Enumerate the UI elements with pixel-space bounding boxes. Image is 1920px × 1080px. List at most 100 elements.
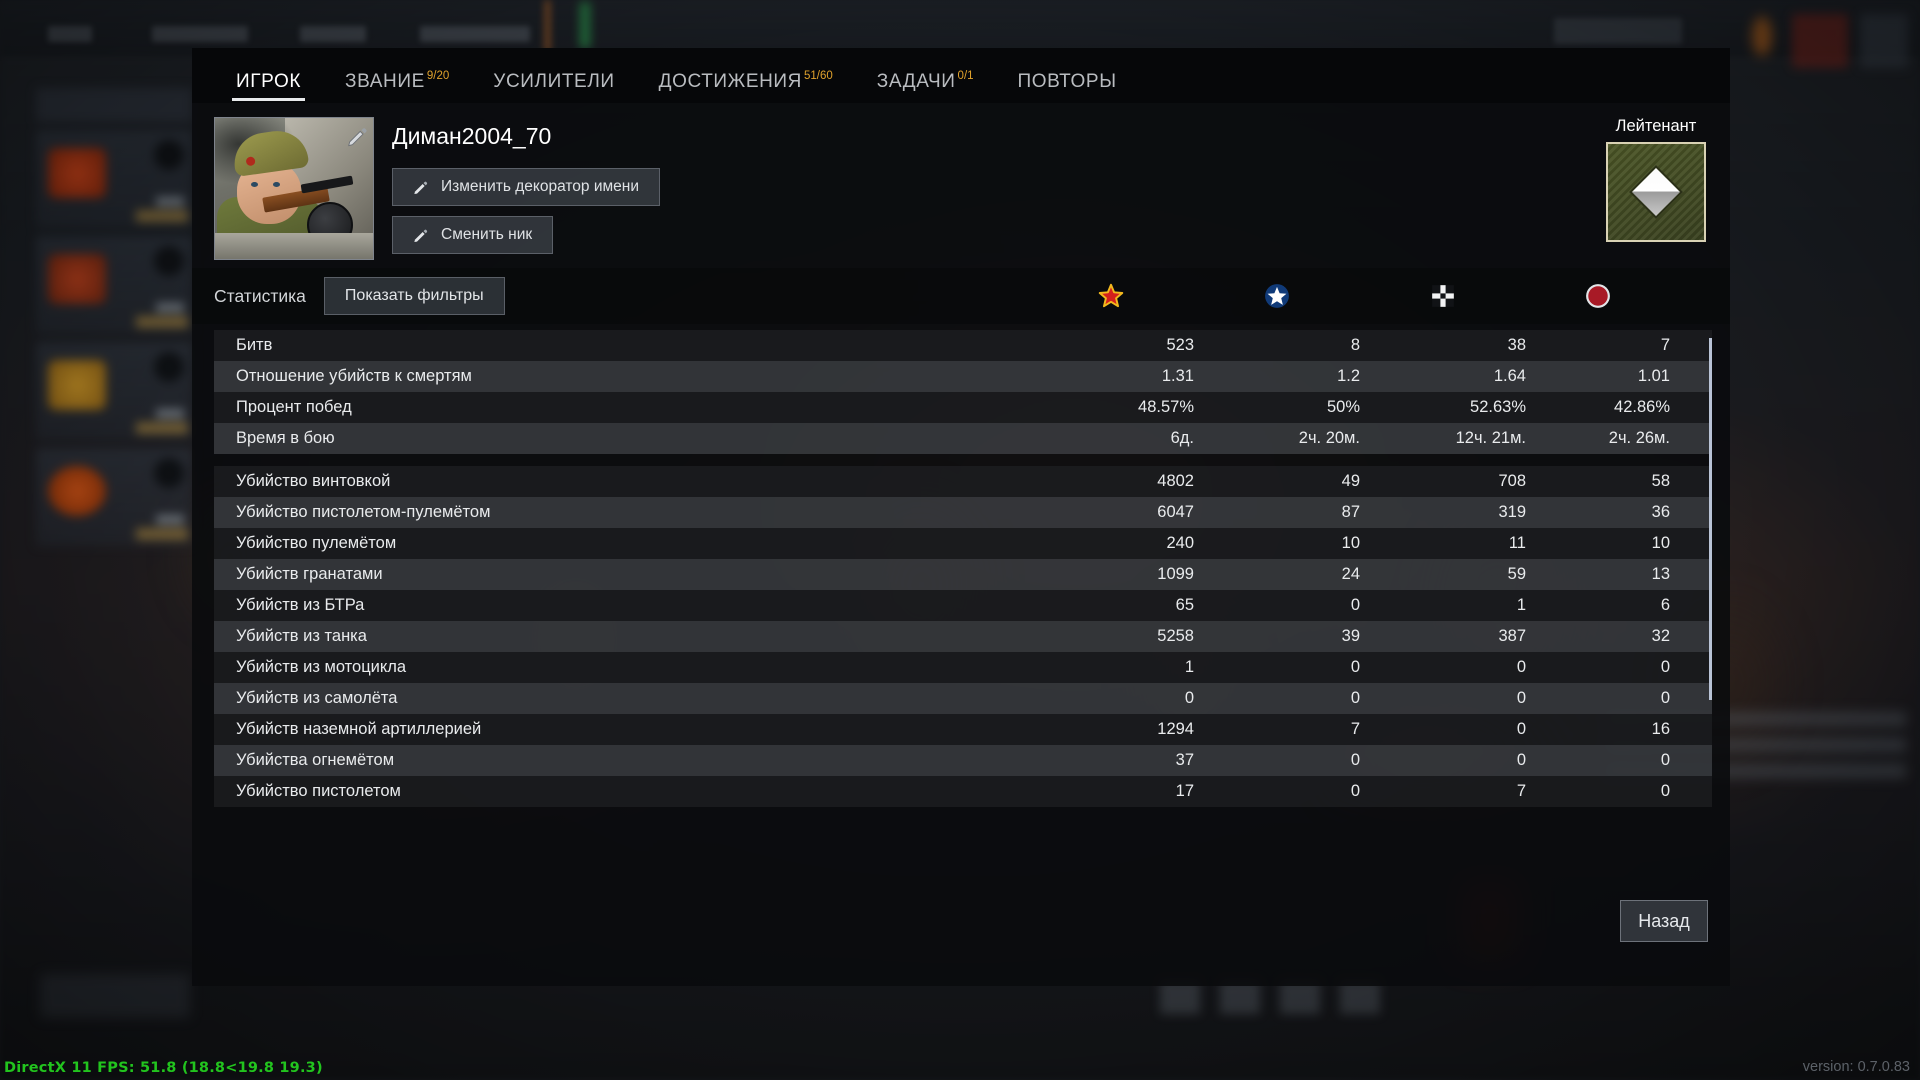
table-row: Убийств из мотоцикла 1 0 0 0 [214,652,1712,683]
tab-label: ЗАДАЧИ [876,71,956,92]
cell-usa: 10 [1341,534,1360,552]
tab-counter: 51/60 [804,70,833,82]
row-label: Убийство пистолетом-пулемётом [236,503,491,521]
cell-germany: 0 [1516,658,1526,676]
tab-label: УСИЛИТЕЛИ [493,71,615,92]
cell-usa: 39 [1341,627,1360,645]
row-label: Битв [236,336,273,354]
cell-japan: 36 [1651,503,1670,521]
cell-germany: 52.63% [1470,398,1526,416]
player-profile-panel: ИГРОК ЗВАНИЕ 9/20 УСИЛИТЕЛИ ДОСТИЖЕНИЯ 51/… [192,48,1730,986]
cell-germany: 59 [1507,565,1526,583]
tab-tasks[interactable]: ЗАДАЧИ 0/1 [855,48,996,103]
cell-ussr: 1.31 [1161,367,1194,385]
change-nickname-button[interactable]: Сменить ник [392,216,554,254]
avatar[interactable] [214,117,374,260]
cell-ussr: 1 [1184,658,1194,676]
cell-ussr: 523 [1166,336,1194,354]
button-label: Показать фильтры [344,287,484,304]
cell-japan: 13 [1651,565,1670,583]
cell-usa: 0 [1350,596,1360,614]
soviet-star-icon [1098,283,1124,308]
cell-japan: 16 [1651,720,1670,738]
tab-label: ПОВТОРЫ [1017,71,1117,92]
table-row: Убийств гранатами 1099 24 59 13 [214,559,1712,590]
column-header-germany[interactable] [1360,283,1526,309]
cell-ussr: 240 [1166,534,1194,552]
cell-japan: 10 [1651,534,1670,552]
panel-footer: Назад [192,878,1730,986]
table-row: Убийств из танка 5258 39 387 32 [214,621,1712,652]
row-label: Убийств из самолёта [236,689,398,707]
row-label: Убийств наземной артиллерией [236,720,482,738]
row-label: Убийство винтовкой [236,472,391,490]
change-name-decorator-button[interactable]: Изменить декоратор имени [392,168,660,206]
cell-japan: 1.01 [1637,367,1670,385]
cell-germany: 0 [1516,689,1526,707]
row-label: Убийств гранатами [236,565,383,583]
tab-boosters[interactable]: УСИЛИТЕЛИ [471,48,636,103]
cell-usa: 0 [1350,751,1360,769]
kills-stats-table: Убийство винтовкой 4802 49 708 58 Убийст… [214,466,1712,807]
tab-label: ДОСТИЖЕНИЯ [658,71,802,92]
version-label: version: 0.7.0.83 [1802,1059,1910,1075]
cell-ussr: 17 [1175,782,1194,800]
cell-japan: 6 [1660,596,1670,614]
cell-usa: 0 [1350,782,1360,800]
row-label: Убийств из БТРа [236,596,365,614]
column-header-usa[interactable] [1194,283,1360,309]
table-row: Битв 523 8 38 7 [214,330,1712,361]
table-row: Убийств из самолёта 0 0 0 0 [214,683,1712,714]
cell-ussr: 48.57% [1138,398,1194,416]
statistics-header: Статистика Показать фильтры [192,268,1730,324]
cell-usa: 24 [1341,565,1360,583]
tab-label: ИГРОК [236,71,302,92]
cell-germany: 387 [1498,627,1526,645]
tab-replays[interactable]: ПОВТОРЫ [996,48,1139,103]
cell-japan: 0 [1660,658,1670,676]
button-label: Назад [1638,910,1690,931]
statistics-label: Статистика [214,285,306,306]
tab-label: ЗВАНИЕ [345,71,425,92]
table-row: Убийства огнемётом 37 0 0 0 [214,745,1712,776]
row-label: Убийство пулемётом [236,534,397,552]
cell-germany: 319 [1498,503,1526,521]
tab-rank[interactable]: ЗВАНИЕ 9/20 [323,48,471,103]
row-label: Время в бою [236,429,335,447]
cell-germany: 38 [1507,336,1526,354]
table-row: Убийство пистолетом-пулемётом 6047 87 31… [214,497,1712,528]
show-filters-button[interactable]: Показать фильтры [323,277,505,315]
row-label: Отношение убийств к смертям [236,367,472,385]
tab-player[interactable]: ИГРОК [214,48,323,103]
tab-achievements[interactable]: ДОСТИЖЕНИЯ 51/60 [637,48,855,103]
cell-ussr: 0 [1184,689,1194,707]
japan-circle-icon [1586,284,1610,308]
cell-ussr: 37 [1175,751,1194,769]
cell-usa: 7 [1350,720,1360,738]
table-row: Убийство пистолетом 17 0 7 0 [214,776,1712,807]
rank-insignia[interactable] [1606,142,1706,242]
avatar-eye [251,182,258,187]
avatar-wrap [214,117,374,260]
cell-ussr: 6д. [1170,429,1194,447]
usa-star-icon [1265,284,1289,308]
edit-avatar-icon[interactable] [346,125,368,147]
player-nickname: Диман2004_70 [392,123,552,149]
cell-japan: 58 [1651,472,1670,490]
cell-ussr: 1099 [1157,565,1194,583]
cell-germany: 1.64 [1493,367,1526,385]
column-header-ussr[interactable] [1028,283,1194,309]
tab-counter: 9/20 [426,70,450,82]
column-header-japan[interactable] [1526,283,1712,309]
rank-section: Лейтенант [1606,117,1706,242]
cell-usa: 0 [1350,689,1360,707]
table-separator [214,454,1712,466]
stats-scrollbar[interactable] [1709,338,1712,700]
back-button[interactable]: Назад [1620,900,1708,942]
table-row: Убийств из БТРа 65 0 1 6 [214,590,1712,621]
tab-counter: 0/1 [957,70,974,82]
row-label: Процент побед [236,398,352,416]
table-row: Отношение убийств к смертям 1.31 1.2 1.6… [214,361,1712,392]
cell-germany: 0 [1516,751,1526,769]
pencil-icon [413,179,429,195]
